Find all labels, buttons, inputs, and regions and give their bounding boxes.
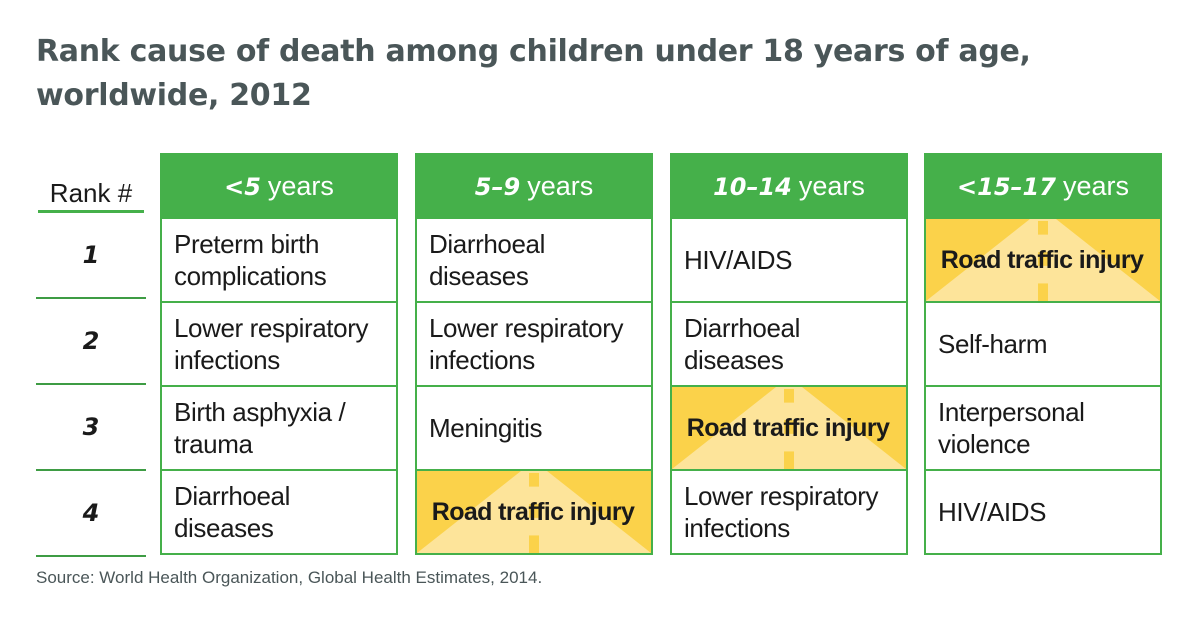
cause-label: HIV/AIDS	[938, 497, 1047, 527]
cause-label: Diarrhoeal diseases	[429, 229, 545, 291]
rank-cell: 3	[36, 385, 146, 471]
cause-cell: Lower respiratory infections	[162, 301, 396, 385]
road-center-dash	[529, 472, 539, 487]
cause-cell: Lower respiratory infections	[417, 301, 651, 385]
age-group-header: <15–17 years	[926, 155, 1160, 217]
cause-label: Road traffic injury	[686, 414, 890, 442]
road-center-dash	[1038, 283, 1048, 301]
rank-column: Rank # 1 2 3 4	[36, 168, 146, 557]
road-center-dash	[529, 535, 539, 553]
road-center-dash	[529, 504, 539, 518]
cause-label: Interpersonal violence	[938, 397, 1085, 459]
age-group-10-14: 10–14 years HIV/AIDS Diarrhoeal diseases …	[670, 153, 908, 555]
road-center-dash	[1038, 252, 1048, 266]
cause-cell-highlighted: Road traffic injury	[926, 217, 1160, 301]
age-group-15-17: <15–17 years Road traffic injury Self-har…	[924, 153, 1162, 555]
cause-cell: Interpersonal violence	[926, 385, 1160, 469]
age-range-label: <5	[224, 173, 261, 201]
age-unit-label: years	[527, 171, 594, 201]
rank-cell: 4	[36, 471, 146, 557]
age-unit-label: years	[798, 171, 865, 201]
cause-label: Diarrhoeal diseases	[684, 313, 800, 375]
road-center-dash	[784, 451, 794, 469]
road-center-dash	[784, 420, 794, 434]
cause-cell: Self-harm	[926, 301, 1160, 385]
road-graphic	[926, 219, 1160, 301]
cause-label: HIV/AIDS	[684, 245, 793, 275]
age-group-header: 10–14 years	[672, 155, 906, 217]
rank-header-underline	[38, 210, 144, 213]
cause-label: Road traffic injury	[940, 246, 1144, 274]
cause-label: Road traffic injury	[431, 498, 635, 526]
chart-title-line-1: Rank cause of death among children under…	[36, 34, 1031, 69]
rank-cell: 1	[36, 213, 146, 299]
road-graphic	[417, 471, 651, 553]
age-range-label: 10–14	[713, 173, 792, 201]
age-range-label: <15–17	[957, 173, 1056, 201]
cause-cell: Diarrhoeal diseases	[417, 217, 651, 301]
cause-label: Meningitis	[429, 413, 543, 443]
chart-title: Rank cause of death among children under…	[36, 30, 1156, 118]
cause-label: Lower respiratory infections	[174, 313, 369, 375]
cause-label: Lower respiratory infections	[429, 313, 624, 375]
age-group-header: 5–9 years	[417, 155, 651, 217]
cause-label: Birth asphyxia / trauma	[174, 397, 346, 459]
cause-cell: Lower respiratory infections	[672, 469, 906, 553]
cause-cell: Preterm birth complications	[162, 217, 396, 301]
age-group-header: <5 years	[162, 155, 396, 217]
cause-cell: Meningitis	[417, 385, 651, 469]
source-note: Source: World Health Organization, Globa…	[36, 568, 543, 587]
cause-label: Preterm birth complications	[174, 229, 327, 291]
cause-cell-highlighted: Road traffic injury	[672, 385, 906, 469]
age-unit-label: years	[267, 171, 334, 201]
cause-label: Diarrhoeal diseases	[174, 481, 290, 543]
cause-cell-highlighted: Road traffic injury	[417, 469, 651, 553]
cause-cell: Birth asphyxia / trauma	[162, 385, 396, 469]
age-group-under-5: <5 years Preterm birth complications Lowe…	[160, 153, 398, 555]
age-range-label: 5–9	[474, 173, 521, 201]
rank-header: Rank #	[49, 178, 133, 208]
road-center-dash	[1038, 220, 1048, 235]
cause-label: Lower respiratory infections	[684, 481, 879, 543]
cause-cell: HIV/AIDS	[926, 469, 1160, 553]
rank-cell: 2	[36, 299, 146, 385]
road-center-dash	[784, 388, 794, 403]
age-group-5-9: 5–9 years Diarrhoeal diseases Lower respi…	[415, 153, 653, 555]
cause-label: Self-harm	[938, 329, 1048, 359]
road-graphic	[672, 387, 906, 469]
cause-cell: HIV/AIDS	[672, 217, 906, 301]
chart-title-line-2: worldwide, 2012	[36, 78, 312, 113]
cause-cell: Diarrhoeal diseases	[162, 469, 396, 553]
age-unit-label: years	[1062, 171, 1129, 201]
cause-cell: Diarrhoeal diseases	[672, 301, 906, 385]
